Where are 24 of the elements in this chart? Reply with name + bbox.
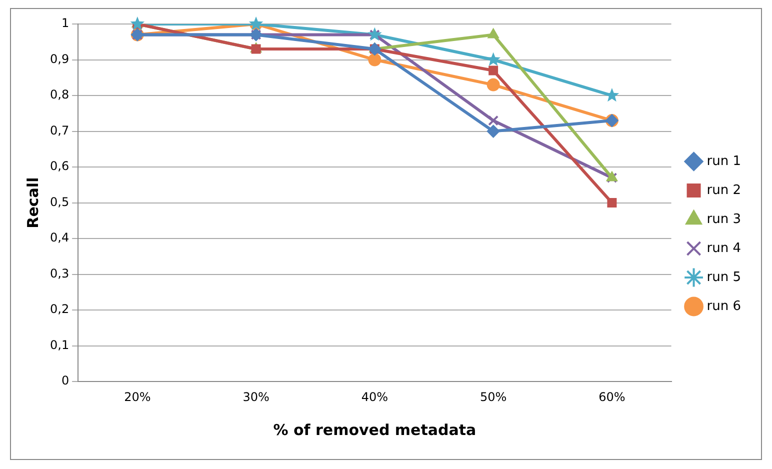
x-tick-label: 20% [124,390,151,404]
legend-label: run 6 [706,298,742,314]
legend-label: run 4 [706,240,742,256]
y-tick-label: 0,5 [50,194,70,209]
x-tick-label: 40% [361,390,388,404]
y-tick-label: 0,3 [50,266,70,280]
y-axis-title: Recall [24,177,42,228]
legend-label: run 5 [706,270,742,285]
y-tick-label: 1 [61,16,70,30]
legend-label: run 3 [706,212,742,227]
y-tick-label: 0,9 [50,52,70,66]
x-axis-title: % of removed metadata [273,420,476,439]
x-tick-label: 30% [242,390,270,404]
x-tick-label: 50% [480,390,507,404]
y-tick-label: 0,6 [50,159,70,174]
x-tick-label: 60% [598,390,626,404]
y-tick-label: 0,7 [50,123,70,138]
legend-label: run 1 [706,154,742,169]
y-tick-label: 0,4 [50,230,70,245]
y-tick-label: 0 [61,374,70,388]
legend-label: run 2 [706,182,742,198]
y-tick-label: 0,8 [50,88,70,102]
y-tick-label: 0,2 [50,302,70,316]
y-tick-label: 0,1 [50,338,70,352]
